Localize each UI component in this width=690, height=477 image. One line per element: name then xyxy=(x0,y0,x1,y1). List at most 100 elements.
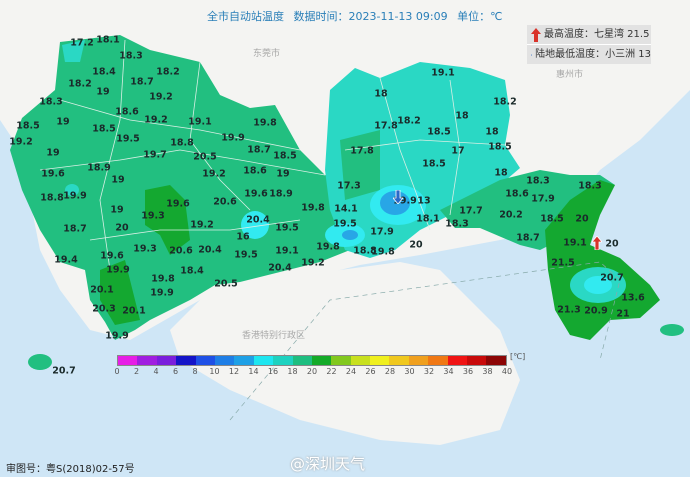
station-temp: 18.8 xyxy=(40,192,64,204)
station-temp: 17.8 xyxy=(350,145,374,157)
station-temp: 19.6 xyxy=(100,250,124,262)
station-temp: 20.7 xyxy=(52,365,76,377)
legend-swatch xyxy=(253,356,274,365)
station-temp: 16 xyxy=(236,231,250,243)
station-temp: 18.2 xyxy=(156,66,180,78)
max-marker-icon xyxy=(592,236,602,250)
station-temp: 18.5 xyxy=(273,150,297,162)
legend-swatch xyxy=(331,356,351,365)
station-temp: 18.3 xyxy=(578,180,602,192)
station-temp: 20.4 xyxy=(268,262,292,274)
station-temp: 18.4 xyxy=(180,265,204,277)
station-temp: 18 xyxy=(485,126,499,138)
station-temp: 18.7 xyxy=(247,144,271,156)
station-temp: 20.4 xyxy=(198,244,222,256)
legend-swatch xyxy=(137,356,157,365)
legend-tick: 22 xyxy=(326,367,337,376)
station-temp: 18.1 xyxy=(416,213,440,225)
station-temp: 19.9 xyxy=(221,132,245,144)
min-temp-label: 陆地最低温度：小三洲 13 xyxy=(535,49,651,60)
station-temp: 17.3 xyxy=(337,180,361,192)
legend-swatch xyxy=(234,356,254,365)
station-temp: 14.1 xyxy=(334,203,358,215)
station-temp: 21.3 xyxy=(557,304,581,316)
station-temp: 19.2 xyxy=(190,219,214,231)
legend-tick: 36 xyxy=(462,367,474,376)
station-temp: 20 xyxy=(115,222,129,234)
legend-swatch xyxy=(195,356,215,365)
station-temp: 18 xyxy=(455,110,469,122)
station-temp: 20.4 xyxy=(246,214,270,226)
station-temp: 18.5 xyxy=(16,120,40,132)
station-temp: 19.1 xyxy=(188,116,212,128)
station-temp: 19.5 xyxy=(116,133,140,145)
station-temp: 18.8 xyxy=(353,245,377,257)
station-temp: 19.3 xyxy=(133,243,157,255)
up-arrow-icon xyxy=(531,27,541,42)
legend-tick: 12 xyxy=(228,367,240,376)
station-temp: 18.5 xyxy=(540,213,564,225)
station-temp: 20.5 xyxy=(193,151,217,163)
station-temp: 19.6 xyxy=(244,188,268,200)
legend-unit: [℃] xyxy=(510,352,526,361)
station-temp: 19.5 xyxy=(234,249,258,261)
station-temp: 19 xyxy=(111,174,125,186)
map-approval-number: 审图号：粤S(2018)02-57号 xyxy=(6,464,135,475)
legend-tick: 0 xyxy=(114,367,120,376)
station-temp: 19.9 xyxy=(393,195,417,207)
station-temp: 19 xyxy=(110,204,124,216)
station-temp: 19.5 xyxy=(275,222,299,234)
station-temp: 20 xyxy=(409,239,423,251)
station-temp: 18 xyxy=(374,88,388,100)
legend-swatch xyxy=(447,356,468,365)
legend-tick: 2 xyxy=(133,367,140,376)
station-temp: 18.2 xyxy=(397,115,421,127)
station-temp: 18.5 xyxy=(92,123,116,135)
place-dongguan: 东莞市 xyxy=(253,49,281,59)
legend-swatch xyxy=(370,356,390,365)
station-temp: 17.8 xyxy=(374,120,398,132)
min-temp-row: 陆地最低温度：小三洲 13 xyxy=(527,44,651,64)
station-temp: 19.4 xyxy=(54,254,78,266)
legend-ticks: 0 2 4 6 8 10 12 14 16 18 20 22 24 26 28 30 32 34 36 38 40 xyxy=(114,367,512,379)
legend-swatch xyxy=(176,356,196,365)
station-temp: 19.2 xyxy=(144,114,168,126)
station-temp: 20.1 xyxy=(122,305,146,317)
data-time: 数据时间：2023-11-13 09:09 xyxy=(293,10,448,23)
station-temp: 19.8 xyxy=(316,241,340,253)
station-temp: 18.8 xyxy=(170,137,194,149)
station-temp: 20 xyxy=(575,213,589,225)
station-temp: 13.6 xyxy=(621,292,645,304)
station-temp: 17.2 xyxy=(70,37,94,49)
station-temp: 18.9 xyxy=(269,188,293,200)
down-arrow-icon xyxy=(531,53,533,56)
legend-swatch xyxy=(118,356,138,365)
station-temp: 17.7 xyxy=(459,205,483,217)
station-temp: 18.3 xyxy=(39,96,63,108)
legend-tick: 24 xyxy=(345,367,357,376)
station-temp: 17.9 xyxy=(531,193,555,205)
station-temp: 19 xyxy=(56,116,70,128)
legend-swatch xyxy=(273,356,293,365)
station-temp: 18.3 xyxy=(526,175,550,187)
station-temp: 17 xyxy=(451,145,465,157)
station-temp: 19.2 xyxy=(149,91,173,103)
station-temp: 19.9 xyxy=(105,330,129,342)
hong-kong-land xyxy=(170,262,520,445)
legend-swatch xyxy=(214,356,235,365)
legend-tick: 26 xyxy=(365,367,376,376)
title-text: 全市自动站温度 xyxy=(207,10,284,23)
legend-tick: 18 xyxy=(287,367,298,376)
legend-tick: 10 xyxy=(209,367,220,376)
station-temp: 19.9 xyxy=(150,287,174,299)
legend-tick: 20 xyxy=(306,367,318,376)
station-temp: 18.5 xyxy=(488,141,512,153)
station-temp: 18.3 xyxy=(119,50,143,62)
place-hongkong: 香港特别行政区 xyxy=(242,331,306,341)
legend-tick: 4 xyxy=(153,367,159,376)
legend-swatch xyxy=(311,356,332,365)
station-temp: 18.4 xyxy=(92,66,116,78)
station-temp: 20.6 xyxy=(169,245,193,257)
legend-swatch xyxy=(292,356,312,365)
